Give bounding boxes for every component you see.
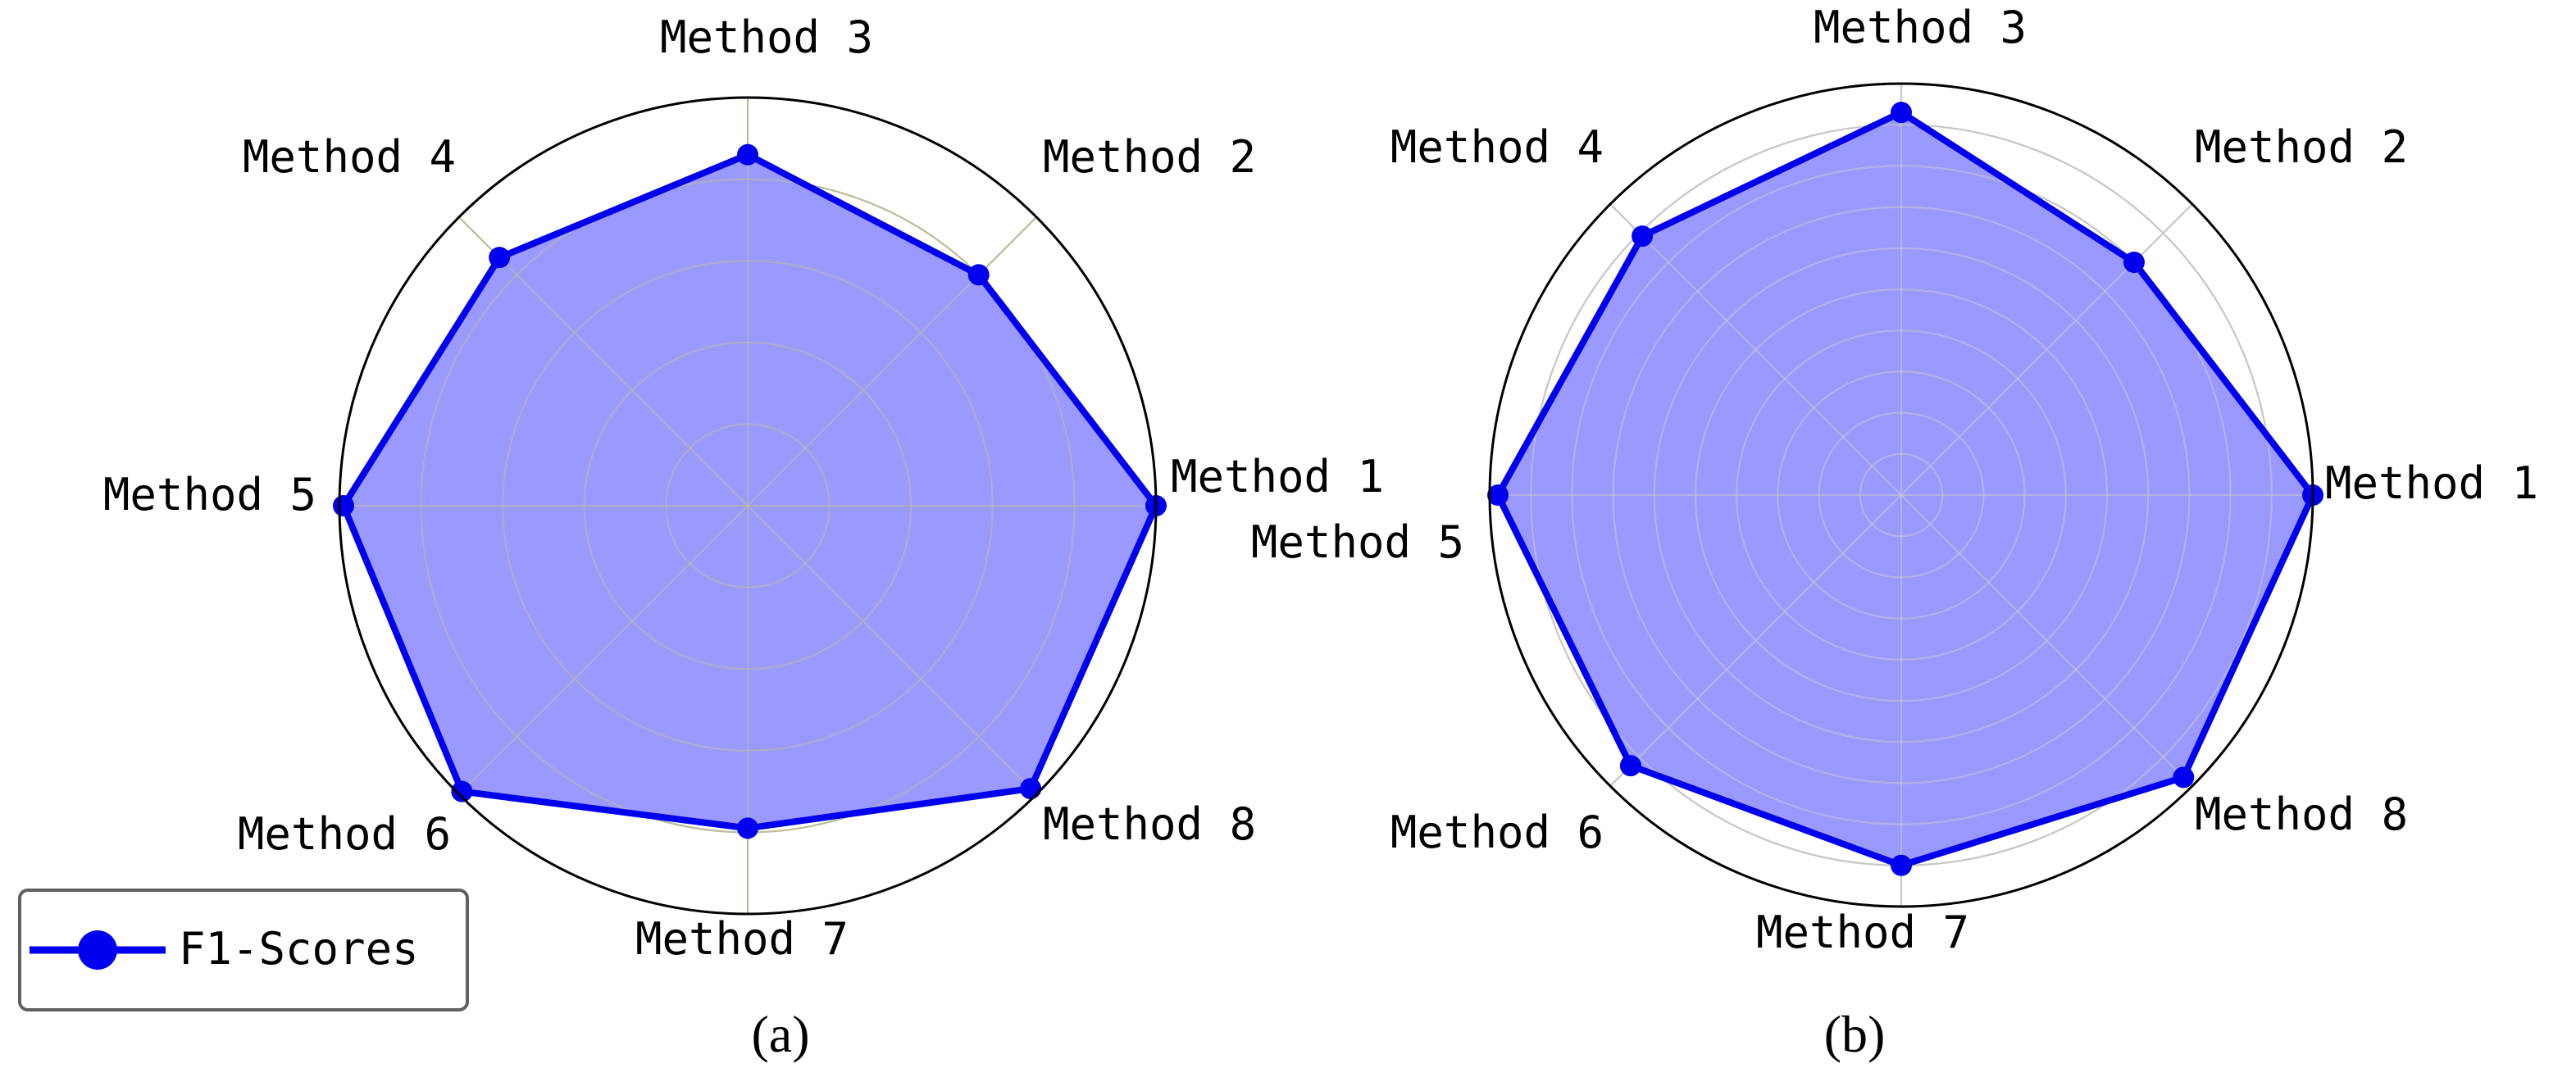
data-point-method-5: [1487, 484, 1509, 506]
data-point-method-6: [451, 780, 473, 802]
category-label: Method 3: [1814, 2, 2027, 53]
category-label: Method 4: [1390, 121, 1604, 173]
category-label: Method 4: [243, 131, 456, 183]
data-point-method-3: [1891, 102, 1912, 124]
grid-spoke-overlay: [747, 216, 1037, 507]
category-label: Method 5: [1251, 516, 1464, 568]
grid-spoke-overlay: [1609, 203, 1902, 496]
outer-ring: [1488, 82, 2314, 908]
category-label: Method 2: [2195, 121, 2408, 173]
data-point-method-8: [2173, 766, 2195, 789]
data-point-method-4: [1632, 225, 1654, 248]
data-point-method-7: [737, 817, 758, 839]
caption-b: (b): [1824, 1005, 1886, 1063]
data-point-method-5: [332, 495, 354, 516]
grid-spoke-overlay: [1900, 494, 2193, 787]
series-area: [344, 154, 1156, 829]
data-point-method-8: [1020, 778, 1042, 800]
legend-label: F1-Scores: [179, 923, 419, 975]
radar-chart-a: Method 1 Method 2 Method 3 Method 4 Method 5…: [103, 11, 1384, 965]
category-label: Method 8: [2195, 789, 2408, 840]
caption-a: (a): [751, 1005, 809, 1063]
category-label: Method 8: [1043, 798, 1256, 850]
category-label: Method 6: [1390, 807, 1604, 858]
category-label: Method 5: [103, 469, 316, 520]
category-label: Method 6: [238, 808, 451, 860]
data-point-method-2: [967, 264, 990, 286]
category-label: Method 1: [2325, 457, 2538, 509]
data-point-method-7: [1891, 854, 1912, 876]
legend: F1-Scores: [18, 889, 469, 1011]
category-label: Method 2: [1043, 131, 1256, 183]
grid-spoke-overlay: [1900, 203, 2193, 496]
data-point-method-6: [1619, 755, 1641, 777]
grid-spoke-overlay: [1609, 494, 1902, 787]
data-point-method-4: [489, 247, 511, 269]
outer-ring: [338, 96, 1158, 916]
data-point-method-3: [737, 143, 758, 166]
grid-spoke-overlay: [458, 216, 749, 507]
grid-spoke-overlay: [458, 505, 749, 795]
category-label: Method 7: [635, 913, 849, 965]
grid-spoke-overlay: [747, 505, 1037, 795]
series-area: [1498, 112, 2313, 866]
radar-chart-b: Method 1 Method 2 Method 3 Method 4 Method 5…: [1251, 2, 2538, 958]
data-point-method-2: [2123, 252, 2145, 274]
legend-marker-swatch: [78, 930, 117, 970]
category-label: Method 7: [1756, 907, 1969, 958]
legend-box: [18, 889, 469, 1011]
category-label: Method 1: [1171, 451, 1384, 502]
category-label: Method 3: [660, 11, 873, 63]
